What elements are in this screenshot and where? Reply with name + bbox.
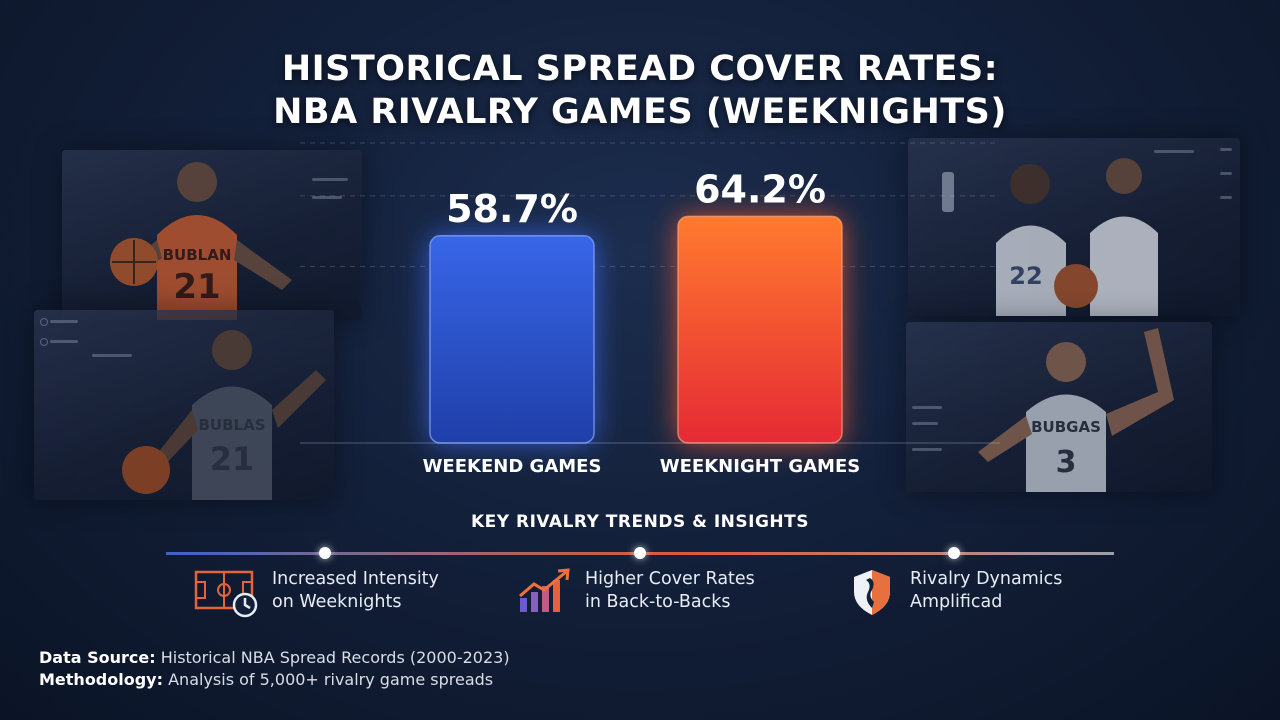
photo-panel-bottom-left: BUBLAS 21 xyxy=(34,310,334,500)
panel-ui-line xyxy=(912,448,942,451)
panel-ui-line xyxy=(312,178,348,181)
timeline-marker xyxy=(948,547,960,559)
data-source-row: Data Source: Historical NBA Spread Recor… xyxy=(39,647,510,669)
insight-line: Rivalry Dynamics xyxy=(910,569,1063,589)
timeline-marker xyxy=(634,547,646,559)
insight-text: Rivalry Dynamics Amplificad xyxy=(910,568,1062,614)
panel-ui-line xyxy=(50,320,78,323)
insight-text: Increased Intensity on Weeknights xyxy=(272,568,439,614)
footer-notes: Data Source: Historical NBA Spread Recor… xyxy=(39,647,510,691)
chart-gridlines xyxy=(300,142,1000,267)
panel-ui-dot xyxy=(40,338,48,346)
jersey-team-text: BUBLAS xyxy=(198,416,265,434)
jersey-number-text: 3 xyxy=(1056,445,1077,480)
player-illustration: 22 xyxy=(942,158,1158,316)
panel-ui-line xyxy=(912,406,942,409)
chart-title-line-1: HISTORICAL SPREAD COVER RATES: xyxy=(281,49,999,89)
methodology-text: Analysis of 5,000+ rivalry game spreads xyxy=(168,670,494,689)
chart-title: HISTORICAL SPREAD COVER RATES: NBA RIVAL… xyxy=(0,48,1280,134)
shield-icon xyxy=(850,568,894,622)
timeline-marker xyxy=(319,547,331,559)
rising-bars-icon xyxy=(518,568,578,622)
bar-value-label: 58.7% xyxy=(446,187,578,231)
photo-panel-top-right: 22 xyxy=(908,138,1240,316)
insight-line: Amplificad xyxy=(910,592,1003,612)
panel-ui-line xyxy=(1154,150,1194,153)
insight-item: Higher Cover Rates in Back-to-Backs xyxy=(518,568,798,618)
panel-ui-line xyxy=(912,422,938,425)
court-clock-icon xyxy=(194,568,260,622)
chart-bars: 58.7% WEEKEND GAMES 64.2% WEEKNIGHT GAMES xyxy=(423,167,861,477)
chart-title-line-2: NBA RIVALRY GAMES (WEEKNIGHTS) xyxy=(273,92,1007,132)
player-illustration: BUBGAS 3 xyxy=(978,328,1174,492)
data-source-label: Data Source: xyxy=(39,648,156,667)
insights-heading: KEY RIVALRY TRENDS & INSIGHTS xyxy=(471,512,809,532)
panel-ui-line xyxy=(1220,148,1232,151)
methodology-label: Methodology: xyxy=(39,670,164,689)
panel-ui-line xyxy=(92,354,132,357)
insight-line: on Weeknights xyxy=(272,592,402,612)
category-label: WEEKNIGHT GAMES xyxy=(660,456,860,477)
insight-item: Increased Intensity on Weeknights xyxy=(194,568,474,618)
bar-weeknight xyxy=(677,215,843,444)
bar-value-label: 64.2% xyxy=(694,167,826,211)
panel-ui-line xyxy=(50,340,78,343)
jersey-number-text: 21 xyxy=(210,440,255,478)
insight-item: Rivalry Dynamics Amplificad xyxy=(850,568,1110,618)
photo-panel-top-left: BUBLAN 21 xyxy=(62,150,362,320)
panel-ui-line xyxy=(312,196,342,199)
player-illustration: BUBLAS 21 xyxy=(122,330,326,500)
insight-line: Increased Intensity xyxy=(272,569,439,589)
insight-line: in Back-to-Backs xyxy=(585,592,731,612)
panel-ui-line xyxy=(1220,196,1232,199)
bar-weekend xyxy=(429,235,595,444)
panel-ui-dot xyxy=(40,318,48,326)
photo-panel-bottom-right: BUBGAS 3 xyxy=(906,322,1212,492)
jersey-number-text: 21 xyxy=(173,267,220,307)
player-illustration: BUBLAN 21 xyxy=(110,162,292,320)
jersey-team-text: BUBLAN xyxy=(163,246,232,264)
insight-line: Higher Cover Rates xyxy=(585,569,755,589)
category-label: WEEKEND GAMES xyxy=(423,456,602,477)
data-source-text: Historical NBA Spread Records (2000-2023… xyxy=(160,648,510,667)
methodology-row: Methodology: Analysis of 5,000+ rivalry … xyxy=(39,669,510,691)
panel-ui-line xyxy=(1220,172,1232,175)
jersey-number-text: 22 xyxy=(1009,262,1042,290)
insight-text: Higher Cover Rates in Back-to-Backs xyxy=(585,568,755,614)
jersey-team-text: BUBGAS xyxy=(1031,418,1101,436)
